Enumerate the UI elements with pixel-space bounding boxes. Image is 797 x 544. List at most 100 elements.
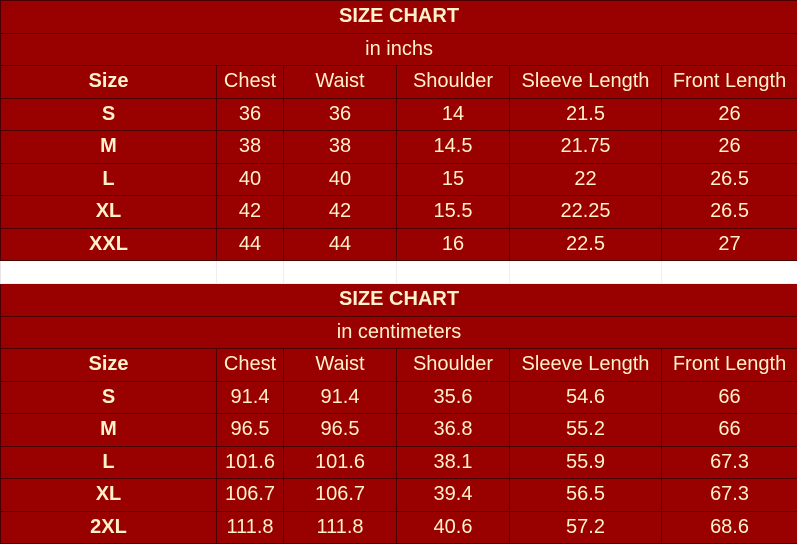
measurement-cell: 16 — [397, 228, 510, 261]
column-header: Chest — [217, 66, 284, 99]
measurement-cell: 57.2 — [510, 511, 662, 544]
size-label: M — [1, 414, 217, 447]
size-label: L — [1, 446, 217, 479]
measurement-cell: 66 — [662, 381, 797, 414]
measurement-cell: 96.5 — [284, 414, 397, 447]
chart-title: SIZE CHART — [1, 284, 797, 317]
size-label: L — [1, 163, 217, 196]
measurement-cell: 21.5 — [510, 98, 662, 131]
size-label: 2XL — [1, 511, 217, 544]
measurement-cell: 40 — [217, 163, 284, 196]
column-header: Size — [1, 349, 217, 382]
measurement-cell: 15.5 — [397, 196, 510, 229]
measurement-cell: 66 — [662, 414, 797, 447]
column-header: Shoulder — [397, 66, 510, 99]
measurement-cell: 38 — [284, 131, 397, 164]
measurement-cell: 35.6 — [397, 381, 510, 414]
measurement-cell: 42 — [217, 196, 284, 229]
chart-title: SIZE CHART — [1, 1, 797, 34]
measurement-cell: 38 — [217, 131, 284, 164]
size-label: M — [1, 131, 217, 164]
size-label: XL — [1, 479, 217, 512]
spacer-row — [1, 261, 797, 284]
empty-cell — [397, 261, 510, 284]
empty-cell — [662, 261, 797, 284]
measurement-cell: 36 — [284, 98, 397, 131]
measurement-cell: 26 — [662, 98, 797, 131]
measurement-cell: 55.9 — [510, 446, 662, 479]
measurement-cell: 42 — [284, 196, 397, 229]
measurement-cell: 38.1 — [397, 446, 510, 479]
measurement-cell: 26.5 — [662, 163, 797, 196]
measurement-cell: 22.25 — [510, 196, 662, 229]
empty-cell — [510, 261, 662, 284]
measurement-cell: 27 — [662, 228, 797, 261]
measurement-cell: 36 — [217, 98, 284, 131]
column-header: Waist — [284, 349, 397, 382]
subtitle-row: in inchs — [1, 33, 797, 66]
measurement-cell: 91.4 — [217, 381, 284, 414]
measurement-cell: 44 — [217, 228, 284, 261]
measurement-cell: 101.6 — [284, 446, 397, 479]
measurement-cell: 55.2 — [510, 414, 662, 447]
measurement-cell: 67.3 — [662, 479, 797, 512]
measurement-cell: 106.7 — [284, 479, 397, 512]
empty-cell — [1, 261, 217, 284]
column-header: Chest — [217, 349, 284, 382]
column-header: Waist — [284, 66, 397, 99]
measurement-cell: 14.5 — [397, 131, 510, 164]
measurement-cell: 21.75 — [510, 131, 662, 164]
measurement-cell: 26 — [662, 131, 797, 164]
title-row: SIZE CHART — [1, 1, 797, 34]
column-header: Front Length — [662, 66, 797, 99]
column-header: Sleeve Length — [510, 349, 662, 382]
measurement-cell: 40.6 — [397, 511, 510, 544]
unit-subtitle: in inchs — [1, 33, 797, 66]
measurement-cell: 26.5 — [662, 196, 797, 229]
measurement-cell: 54.6 — [510, 381, 662, 414]
measurement-cell: 91.4 — [284, 381, 397, 414]
size-label: XL — [1, 196, 217, 229]
empty-cell — [284, 261, 397, 284]
column-header: Size — [1, 66, 217, 99]
measurement-cell: 40 — [284, 163, 397, 196]
measurement-cell: 111.8 — [217, 511, 284, 544]
measurement-cell: 96.5 — [217, 414, 284, 447]
measurement-cell: 44 — [284, 228, 397, 261]
column-header: Front Length — [662, 349, 797, 382]
measurement-cell: 67.3 — [662, 446, 797, 479]
empty-cell — [217, 261, 284, 284]
measurement-cell: 22 — [510, 163, 662, 196]
unit-subtitle: in centimeters — [1, 316, 797, 349]
title-row: SIZE CHART — [1, 284, 797, 317]
column-header: Shoulder — [397, 349, 510, 382]
measurement-cell: 56.5 — [510, 479, 662, 512]
measurement-cell: 101.6 — [217, 446, 284, 479]
measurement-cell: 111.8 — [284, 511, 397, 544]
measurement-cell: 14 — [397, 98, 510, 131]
measurement-cell: 39.4 — [397, 479, 510, 512]
measurement-cell: 15 — [397, 163, 510, 196]
measurement-cell: 68.6 — [662, 511, 797, 544]
measurement-cell: 106.7 — [217, 479, 284, 512]
size-label: S — [1, 381, 217, 414]
measurement-cell: 36.8 — [397, 414, 510, 447]
size-label: XXL — [1, 228, 217, 261]
column-header: Sleeve Length — [510, 66, 662, 99]
measurement-cell: 22.5 — [510, 228, 662, 261]
subtitle-row: in centimeters — [1, 316, 797, 349]
size-label: S — [1, 98, 217, 131]
